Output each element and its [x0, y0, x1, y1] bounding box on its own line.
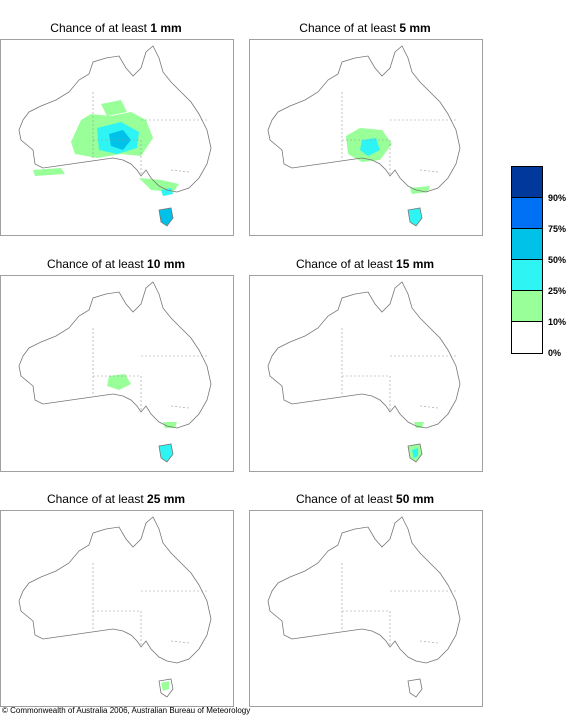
- panel-title-prefix: Chance of at least: [46, 492, 148, 506]
- panel-title-amount: 50 mm: [396, 492, 435, 506]
- rain-50pct-region: [109, 130, 131, 150]
- legend-swatch-25: [512, 260, 542, 291]
- rain-10pct-region: [33, 168, 65, 176]
- rain-10pct-region: [139, 178, 179, 192]
- rain-10pct-region: [410, 186, 430, 194]
- legend-swatch-0: [512, 322, 542, 353]
- rain-10pct-region: [101, 100, 127, 116]
- map-5mm: [249, 39, 483, 236]
- legend-label-25: 25%: [548, 286, 567, 296]
- panel-title-amount: 15 mm: [396, 257, 435, 271]
- rain-10pct-region: [107, 374, 131, 390]
- panel-title-50mm: Chance of at least 50 mm: [249, 492, 481, 506]
- legend-swatch-90: [512, 167, 542, 198]
- rain-10pct-region: [163, 422, 177, 428]
- panel-title-prefix: Chance of at least: [299, 21, 400, 35]
- legend-swatch-50: [512, 229, 542, 260]
- panel-title-1mm: Chance of at least 1 mm: [0, 21, 232, 35]
- rain-25pct-region: [412, 448, 418, 458]
- map-25mm: [0, 510, 234, 707]
- panel-title-25mm: Chance of at least 25 mm: [0, 492, 232, 506]
- legend-label-50: 50%: [548, 255, 567, 265]
- panel-title-prefix: Chance of at least: [295, 257, 397, 271]
- rain-25pct-region: [161, 188, 173, 196]
- panel-title-amount: 25 mm: [147, 492, 186, 506]
- panel-title-amount: 1 mm: [150, 21, 182, 35]
- map-10mm: [0, 275, 234, 472]
- map-15mm: [249, 275, 483, 472]
- panel-title-prefix: Chance of at least: [50, 21, 151, 35]
- map-50mm: [249, 510, 483, 707]
- legend-label-90: 90%: [548, 193, 567, 203]
- panel-title-amount: 5 mm: [399, 21, 431, 35]
- rain-10pct-region: [161, 681, 169, 691]
- legend-swatch-75: [512, 198, 542, 229]
- rain-25pct-region: [408, 208, 422, 226]
- panel-title-10mm: Chance of at least 10 mm: [0, 257, 232, 271]
- legend-label-10: 10%: [548, 317, 567, 327]
- panel-title-15mm: Chance of at least 15 mm: [249, 257, 481, 271]
- copyright-notice: © Commonwealth of Australia 2006, Austra…: [2, 706, 251, 715]
- probability-legend: [511, 166, 543, 354]
- panel-title-5mm: Chance of at least 5 mm: [249, 21, 481, 35]
- legend-label-0: 0%: [548, 348, 562, 358]
- legend-swatch-10: [512, 291, 542, 322]
- rain-50pct-region: [159, 208, 173, 226]
- panel-title-prefix: Chance of at least: [46, 257, 148, 271]
- panel-title-prefix: Chance of at least: [295, 492, 397, 506]
- panel-title-amount: 10 mm: [147, 257, 186, 271]
- rain-25pct-region: [159, 444, 173, 462]
- map-1mm: [0, 39, 234, 236]
- rain-25pct-region: [360, 138, 380, 156]
- legend-label-75: 75%: [548, 224, 567, 234]
